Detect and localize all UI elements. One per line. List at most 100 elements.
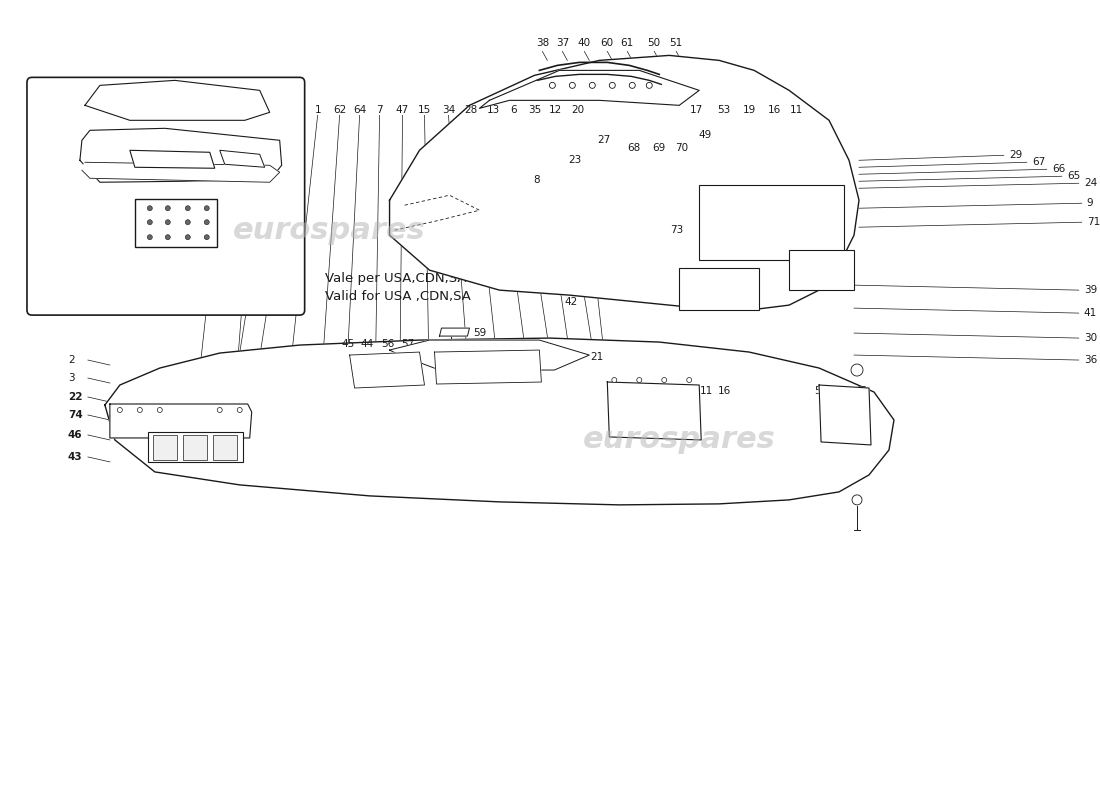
Text: 70: 70 [674, 143, 688, 154]
Text: 74: 74 [68, 410, 82, 420]
Text: 69: 69 [652, 143, 666, 154]
Text: Valid for USA ,CDN,SA: Valid for USA ,CDN,SA [324, 290, 471, 302]
Text: 42: 42 [564, 297, 578, 307]
Text: 5: 5 [814, 386, 821, 396]
Text: eurospares: eurospares [233, 216, 426, 245]
Text: 11: 11 [700, 386, 713, 396]
Text: 35: 35 [528, 106, 541, 115]
Polygon shape [80, 128, 282, 182]
Circle shape [238, 407, 242, 413]
Text: 52: 52 [629, 407, 642, 417]
Text: 26: 26 [740, 365, 754, 375]
Circle shape [165, 220, 170, 225]
Text: 17: 17 [690, 106, 703, 115]
Text: 63: 63 [271, 106, 284, 115]
Circle shape [185, 220, 190, 225]
Text: 16: 16 [768, 106, 781, 115]
Text: 12: 12 [549, 106, 562, 115]
Text: 45: 45 [341, 339, 354, 349]
Circle shape [590, 82, 595, 88]
Circle shape [570, 82, 575, 88]
Text: 1: 1 [315, 106, 321, 115]
Text: 22: 22 [68, 392, 82, 402]
Text: 14: 14 [648, 386, 661, 396]
Text: 16: 16 [717, 386, 730, 396]
Text: 9: 9 [1087, 198, 1093, 208]
Polygon shape [389, 55, 859, 310]
Polygon shape [440, 328, 470, 336]
Circle shape [165, 206, 170, 210]
Text: 18: 18 [682, 386, 695, 396]
Text: 2: 2 [68, 355, 75, 365]
Text: 34: 34 [442, 106, 455, 115]
Bar [700, 186, 844, 260]
Text: 11: 11 [790, 106, 803, 115]
Text: 38: 38 [536, 38, 549, 49]
Text: 24: 24 [1084, 178, 1097, 188]
Text: Vale per USA,CDN,SA: Vale per USA,CDN,SA [324, 272, 466, 285]
Text: 16: 16 [628, 386, 642, 396]
Circle shape [852, 495, 862, 505]
Text: 30: 30 [1084, 333, 1097, 343]
Text: 16: 16 [663, 386, 676, 396]
Circle shape [205, 206, 209, 210]
Text: 64: 64 [353, 106, 366, 115]
Polygon shape [110, 404, 252, 438]
Circle shape [612, 378, 617, 382]
Text: 49: 49 [698, 130, 712, 140]
Text: 40: 40 [578, 38, 591, 49]
Circle shape [205, 234, 209, 240]
Text: 37: 37 [556, 38, 569, 49]
Circle shape [205, 220, 209, 225]
Text: 31: 31 [221, 106, 234, 115]
Polygon shape [607, 382, 701, 440]
Text: 7: 7 [376, 106, 383, 115]
Circle shape [147, 206, 152, 210]
Circle shape [851, 364, 864, 376]
Text: 66: 66 [1052, 164, 1065, 174]
Text: 41: 41 [1084, 308, 1097, 318]
Text: 50: 50 [648, 38, 661, 49]
Circle shape [185, 234, 190, 240]
Text: 13: 13 [487, 106, 500, 115]
Text: 65: 65 [1067, 171, 1080, 182]
Bar [147, 432, 243, 462]
Circle shape [118, 407, 122, 413]
Text: 20: 20 [571, 106, 584, 115]
Bar [135, 199, 217, 247]
Text: 46: 46 [68, 430, 82, 440]
Text: 29: 29 [1009, 150, 1022, 160]
Polygon shape [104, 338, 894, 505]
Text: 72: 72 [715, 365, 728, 375]
Text: 25: 25 [649, 365, 662, 375]
Text: 21: 21 [591, 352, 604, 362]
Text: 43: 43 [68, 452, 82, 462]
Text: 59: 59 [473, 328, 486, 338]
Text: 27: 27 [597, 135, 611, 146]
Bar [789, 250, 854, 290]
Text: 19: 19 [742, 106, 756, 115]
Bar [212, 435, 236, 460]
Text: 73: 73 [671, 225, 684, 235]
Text: 60: 60 [601, 38, 614, 49]
Bar [183, 435, 207, 460]
Bar [679, 268, 759, 310]
Text: 61: 61 [620, 38, 634, 49]
Circle shape [549, 82, 556, 88]
Polygon shape [389, 340, 590, 370]
Text: 54: 54 [608, 386, 622, 396]
Text: 47: 47 [396, 106, 409, 115]
Circle shape [609, 82, 615, 88]
Circle shape [147, 234, 152, 240]
Text: 55: 55 [652, 407, 666, 417]
Polygon shape [350, 352, 425, 388]
Polygon shape [81, 162, 279, 182]
Text: eurospares: eurospares [583, 426, 775, 454]
Bar [153, 435, 177, 460]
Circle shape [147, 220, 152, 225]
Text: 3: 3 [68, 373, 75, 383]
Text: 44: 44 [360, 339, 373, 349]
Polygon shape [480, 70, 700, 108]
Circle shape [218, 407, 222, 413]
Circle shape [637, 378, 641, 382]
